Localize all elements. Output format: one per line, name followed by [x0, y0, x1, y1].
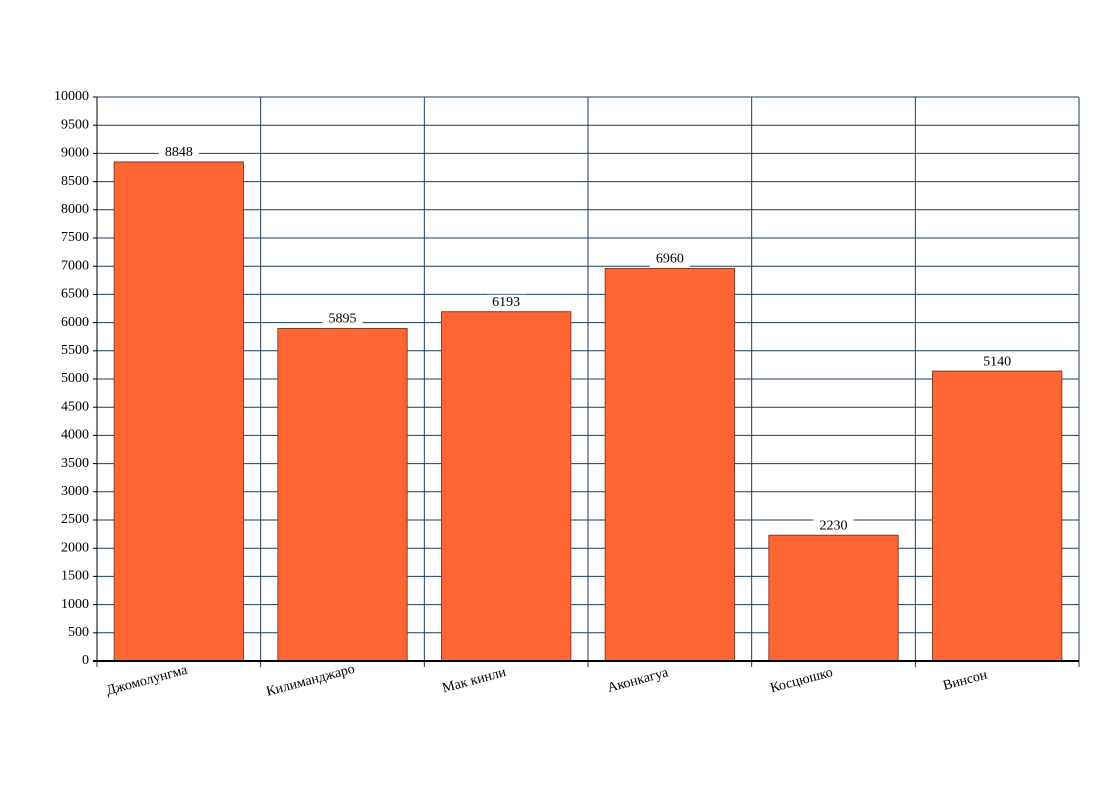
- y-tick-label: 4500: [61, 399, 89, 414]
- x-tick-label: Мак кинли: [441, 665, 508, 697]
- y-tick-label: 4000: [61, 428, 89, 443]
- x-tick-label: Джомолунгма: [105, 663, 190, 699]
- y-tick-label: 1500: [61, 569, 89, 584]
- y-tick-label: 0: [82, 653, 89, 668]
- y-tick-label: 500: [68, 625, 89, 640]
- value-label-bg: [813, 518, 854, 535]
- y-tick-label: 2000: [61, 540, 89, 555]
- value-label-bg: [158, 144, 199, 161]
- y-tick-label: 8500: [61, 174, 89, 189]
- bar: [932, 370, 1063, 662]
- bar: [441, 311, 572, 662]
- y-tick-label: 5000: [61, 371, 89, 386]
- x-tick-label: Аконкагуа: [606, 665, 671, 696]
- y-tick-label: 2500: [61, 512, 89, 527]
- x-tick-label: Килиманджаро: [265, 662, 357, 700]
- value-label-bg: [649, 251, 690, 268]
- y-tick-label: 3500: [61, 456, 89, 471]
- value-label: 2230: [820, 518, 848, 533]
- value-label-bg: [486, 294, 527, 311]
- y-tick-label: 6000: [61, 315, 89, 330]
- value-label-bg: [322, 311, 363, 328]
- value-label: 8848: [165, 145, 193, 160]
- y-tick-label: 10000: [54, 89, 89, 104]
- x-tick-label: Косцюшко: [769, 665, 835, 696]
- y-tick-label: 6500: [61, 287, 89, 302]
- bar: [277, 328, 408, 662]
- value-label: 6960: [656, 252, 684, 267]
- bar: [604, 267, 735, 662]
- x-tick-label: Винсон: [942, 668, 990, 694]
- value-label: 6193: [492, 295, 520, 310]
- y-tick-label: 1000: [61, 597, 89, 612]
- bar: [768, 534, 899, 662]
- value-label: 5895: [329, 312, 357, 327]
- y-tick-label: 8000: [61, 202, 89, 217]
- y-tick-label: 3000: [61, 484, 89, 499]
- value-label: 5140: [983, 354, 1011, 369]
- y-tick-label: 9000: [61, 146, 89, 161]
- value-label-bg: [977, 354, 1018, 371]
- y-tick-label: 5500: [61, 343, 89, 358]
- bar: [113, 161, 244, 662]
- y-tick-label: 7500: [61, 230, 89, 245]
- y-tick-label: 9500: [61, 117, 89, 132]
- y-tick-label: 7000: [61, 258, 89, 273]
